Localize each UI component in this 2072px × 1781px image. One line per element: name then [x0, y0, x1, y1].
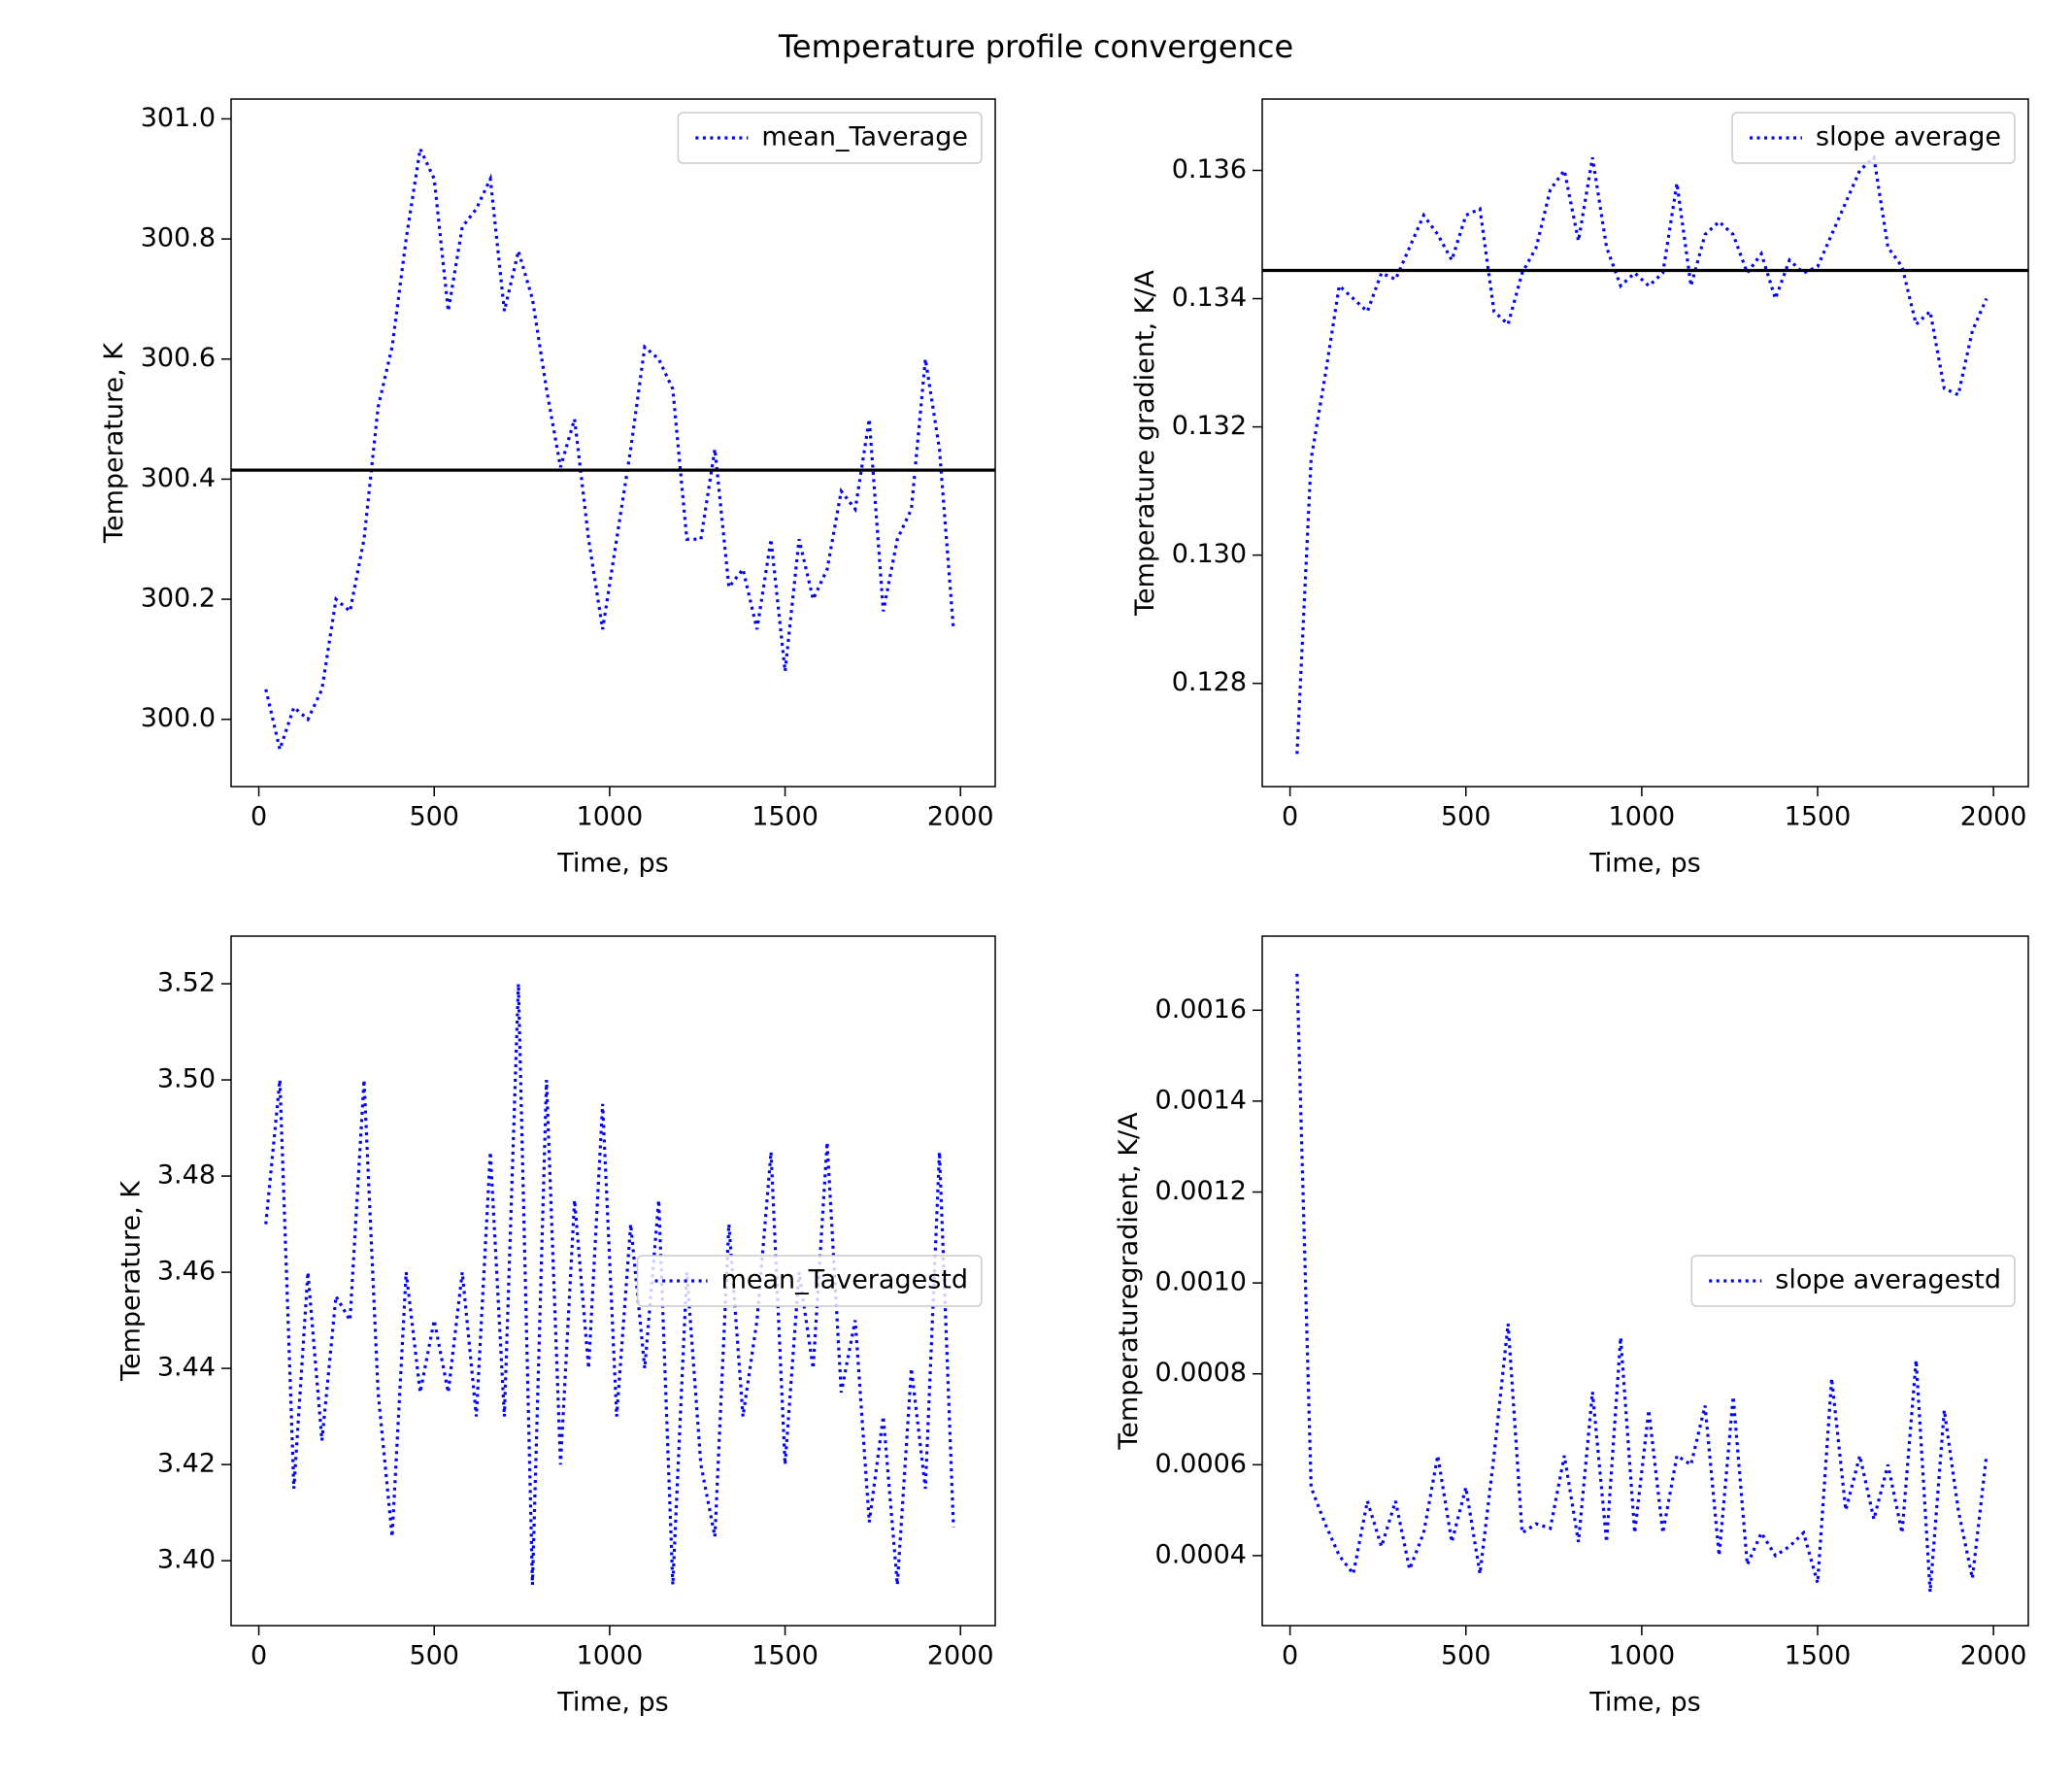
- y-tick-label: 3.48: [157, 1160, 216, 1191]
- y-tick-label: 301.0: [141, 103, 216, 133]
- y-axis-label: Temperature, K: [116, 1180, 146, 1382]
- legend: slope average: [1731, 112, 2016, 164]
- x-tick-label: 2000: [1960, 802, 2027, 832]
- data-line: [1295, 154, 1988, 755]
- legend-frame: [677, 112, 983, 164]
- legend-label: mean_Taverage: [761, 122, 968, 152]
- x-tick-label: 1500: [1785, 1641, 1852, 1671]
- x-tick-label: 500: [1441, 1641, 1491, 1671]
- y-tick-label: 300.2: [141, 584, 216, 614]
- y-axis-label: Temperaturegradient, K/A: [1114, 1112, 1144, 1451]
- x-tick-label: 1500: [752, 802, 819, 832]
- legend: mean_Taveragestd: [636, 1255, 983, 1307]
- y-tick-label: 300.6: [141, 343, 216, 373]
- x-tick-label: 2000: [1960, 1641, 2027, 1671]
- x-axis-label: Time, ps: [1588, 849, 1700, 879]
- axes-frame: [1261, 98, 2029, 788]
- y-tick-label: 0.130: [1172, 539, 1247, 569]
- y-tick-label: 0.0006: [1155, 1449, 1247, 1479]
- axes: 0 500 1000 1500 2000 0.0004 0.0006 0.0008 0.0010…: [1114, 935, 2029, 1718]
- x-tick-label: 2000: [927, 802, 994, 832]
- x-tick-label: 500: [1441, 802, 1491, 832]
- axes-frame: [1261, 935, 2029, 1627]
- legend-frame: [1731, 112, 2016, 164]
- y-axis-label: Temperature gradient, K/A: [1130, 270, 1160, 617]
- x-axis-label: Time, ps: [1588, 1688, 1700, 1718]
- x-tick-label: 2000: [927, 1641, 994, 1671]
- y-axis-label: Temperature, K: [99, 342, 129, 544]
- legend-frame: [1690, 1255, 2016, 1307]
- y-tick-label: 0.0014: [1155, 1085, 1247, 1115]
- legend: mean_Taverage: [677, 112, 983, 164]
- axes: 0 500 1000 1500 2000 0.128 0.130 0.132 0.134 0.13…: [1130, 98, 2029, 879]
- y-tick-label: 0.132: [1172, 411, 1247, 441]
- y-tick-label: 0.128: [1172, 667, 1247, 697]
- plot-area: [1262, 99, 2028, 787]
- data-line: [264, 983, 955, 1586]
- figure-title: Temperature profile convergence: [778, 28, 1293, 65]
- y-tick-label: 3.42: [157, 1449, 216, 1479]
- data-line: [264, 143, 955, 756]
- x-axis-label: Time, ps: [556, 849, 668, 879]
- legend: slope averagestd: [1690, 1255, 2016, 1307]
- y-tick-label: 3.50: [157, 1064, 216, 1094]
- y-tick-label: 3.40: [157, 1545, 216, 1575]
- x-axis-label: Time, ps: [556, 1688, 668, 1718]
- data-line: [1295, 973, 1988, 1593]
- y-tick-label: 0.134: [1172, 283, 1247, 313]
- x-tick-label: 500: [409, 802, 459, 832]
- plot-area: [231, 99, 995, 787]
- legend-label: slope average: [1816, 122, 2001, 152]
- y-tick-label: 0.0010: [1155, 1267, 1247, 1297]
- legend-label: mean_Taveragestd: [721, 1265, 968, 1295]
- legend-label: slope averagestd: [1775, 1265, 2001, 1295]
- y-tick-label: 300.0: [141, 703, 216, 733]
- y-tick-label: 300.8: [141, 223, 216, 253]
- x-tick-label: 500: [409, 1641, 459, 1671]
- y-tick-label: 300.4: [141, 463, 216, 493]
- y-tick-label: 0.136: [1172, 154, 1247, 185]
- y-tick-label: 3.44: [157, 1353, 216, 1383]
- x-tick-label: 0: [1282, 802, 1298, 832]
- x-tick-label: 1000: [1609, 802, 1676, 832]
- y-tick-label: 0.0012: [1155, 1176, 1247, 1206]
- axes: 0 500 1000 1500 2000 300.0 300.2 300.4 300.6 300.…: [99, 98, 996, 879]
- y-tick-label: 0.0008: [1155, 1358, 1247, 1388]
- x-tick-label: 0: [251, 1641, 267, 1671]
- x-tick-label: 1500: [1785, 802, 1852, 832]
- x-tick-label: 0: [251, 802, 267, 832]
- axes-frame: [230, 935, 996, 1627]
- y-tick-label: 0.0004: [1155, 1539, 1247, 1569]
- y-tick-label: 3.46: [157, 1257, 216, 1287]
- legend-frame: [636, 1255, 983, 1307]
- x-tick-label: 1000: [577, 1641, 644, 1671]
- x-tick-label: 0: [1282, 1641, 1298, 1671]
- axes-frame: [230, 98, 996, 788]
- y-tick-label: 0.0016: [1155, 994, 1247, 1025]
- x-tick-label: 1000: [577, 802, 644, 832]
- y-tick-label: 3.52: [157, 968, 216, 998]
- axes: 0 500 1000 1500 2000 3.40 3.42 3.44 3.46 3.48 3.50…: [116, 935, 996, 1718]
- x-tick-label: 1000: [1609, 1641, 1676, 1671]
- x-tick-label: 1500: [752, 1641, 819, 1671]
